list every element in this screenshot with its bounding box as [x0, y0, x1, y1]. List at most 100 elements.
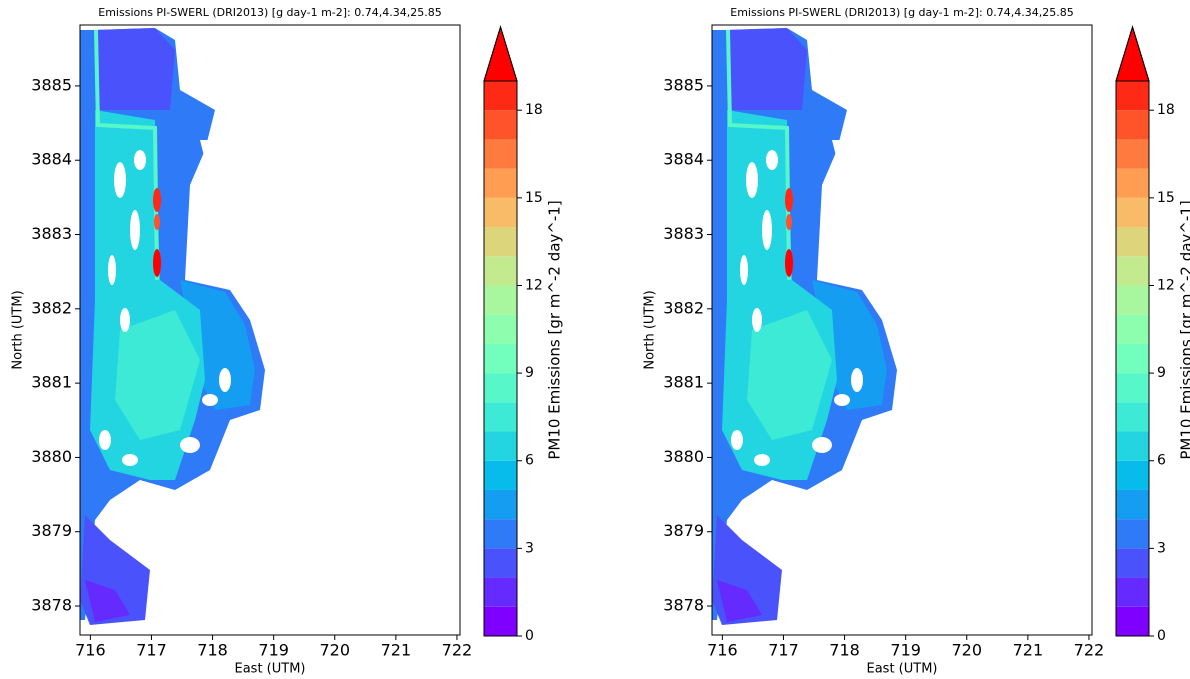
axes-frame [79, 24, 461, 636]
x-tick-label: 722 [442, 641, 473, 660]
colorbar-band [484, 548, 517, 578]
x-tick-label: 719 [890, 641, 921, 660]
colorbar-tick-label: 0 [1157, 628, 1166, 644]
emission-field [80, 26, 267, 627]
colorbar-band [1116, 139, 1149, 169]
x-tick-label: 722 [1074, 641, 1105, 660]
panel: Emissions PI-SWERL (DRI2013) [g day-1 m-… [643, 6, 1190, 677]
y-tick-label: 3880 [663, 447, 704, 466]
colorbar-band [1116, 110, 1149, 140]
x-tick-label: 718 [829, 641, 860, 660]
colorbar-band [484, 343, 517, 374]
colorbar-tick-label: 12 [1157, 277, 1175, 293]
y-tick-label: 3882 [31, 298, 72, 317]
colorbar-band [484, 577, 517, 607]
y-tick-label: 3884 [31, 150, 72, 169]
y-tick-label: 3878 [663, 596, 704, 615]
colorbar-tick-label: 9 [1157, 365, 1166, 381]
x-tick-label: 721 [381, 641, 412, 660]
colorbar-band [484, 227, 517, 257]
colorbar-band [1116, 227, 1149, 257]
colorbar-band [484, 285, 517, 315]
x-tick-label: 716 [75, 641, 106, 660]
colorbar-band [1116, 81, 1149, 111]
colorbar-band [484, 431, 517, 461]
colorbar-tick-label: 3 [1157, 540, 1166, 556]
colorbar-band [484, 460, 517, 490]
colorbar-band [484, 314, 517, 344]
colorbar-band [484, 168, 517, 198]
colorbar-band [1116, 460, 1149, 490]
y-tick-label: 3882 [663, 298, 704, 317]
x-tick-label: 717 [768, 641, 799, 660]
colorbar-band [484, 519, 517, 549]
x-tick-label: 720 [951, 641, 982, 660]
colorbar-band [484, 139, 517, 169]
y-tick-label: 3884 [663, 150, 704, 169]
colorbar-tick-label: 9 [525, 365, 534, 381]
x-tick-label: 718 [197, 641, 228, 660]
y-tick-label: 3879 [31, 521, 72, 540]
colorbar-label: PM10 Emissions [gr m^-2 day^-1] [546, 200, 564, 459]
colorbar-band [1116, 577, 1149, 607]
x-tick-label: 719 [258, 641, 289, 660]
y-tick-label: 3879 [663, 521, 704, 540]
y-tick-label: 3885 [31, 75, 72, 94]
x-tick-label: 721 [1013, 641, 1044, 660]
colorbar-tick-label: 15 [1157, 190, 1175, 206]
colorbar-band [484, 402, 517, 432]
colorbar-band [484, 81, 517, 111]
colorbar-band [484, 606, 517, 636]
colorbar-band [484, 489, 517, 520]
chart-title: Emissions PI-SWERL (DRI2013) [g day-1 m-… [98, 6, 441, 19]
x-tick-label: 717 [136, 641, 167, 660]
colorbar-band [1116, 168, 1149, 198]
emission-field [712, 26, 899, 627]
colorbar-tick-label: 6 [525, 453, 534, 469]
field [80, 26, 267, 627]
colorbar-band [1116, 285, 1149, 315]
colorbar-band [484, 197, 517, 228]
y-tick-label: 3881 [31, 373, 72, 392]
colorbar-tick-label: 0 [525, 628, 534, 644]
colorbar-band [1116, 431, 1149, 461]
colorbar-tick-label: 12 [525, 277, 543, 293]
colorbar-band [1116, 256, 1149, 286]
y-tick-label: 3881 [663, 373, 704, 392]
x-tick-label: 720 [319, 641, 350, 660]
colorbar-extend [483, 25, 518, 82]
panel: Emissions PI-SWERL (DRI2013) [g day-1 m-… [11, 6, 564, 677]
colorbar-tick-label: 3 [525, 540, 534, 556]
axes-frame [711, 24, 1093, 636]
chart-title: Emissions PI-SWERL (DRI2013) [g day-1 m-… [730, 6, 1073, 19]
colorbar-tick-label: 18 [1157, 102, 1175, 118]
y-axis-label: North (UTM) [643, 290, 658, 369]
y-tick-label: 3883 [31, 224, 72, 243]
y-tick-label: 3885 [663, 75, 704, 94]
colorbar-tick-label: 18 [525, 102, 543, 118]
y-tick-label: 3883 [663, 224, 704, 243]
colorbar-tick-label: 15 [525, 190, 543, 206]
y-tick-label: 3878 [31, 596, 72, 615]
colorbar-outline [483, 25, 518, 637]
colorbar-band [484, 373, 517, 403]
colorbar-band [484, 256, 517, 286]
colorbar-band [1116, 519, 1149, 549]
x-axis-label: East (UTM) [867, 662, 938, 677]
colorbar-band [1116, 314, 1149, 344]
field [712, 26, 899, 627]
y-tick-label: 3880 [31, 447, 72, 466]
colorbar-band [1116, 402, 1149, 432]
colorbar-band [1116, 343, 1149, 374]
colorbar-band [1116, 373, 1149, 403]
colorbar-band [1116, 489, 1149, 520]
colorbar-band [1116, 606, 1149, 636]
colorbar-band [1116, 197, 1149, 228]
x-tick-label: 716 [707, 641, 738, 660]
colorbar-label: PM10 Emissions [gr m^-2 day^-1] [1178, 200, 1190, 459]
colorbar-band [484, 110, 517, 140]
colorbar-band [1116, 548, 1149, 578]
y-axis-label: North (UTM) [11, 290, 26, 369]
x-axis-label: East (UTM) [235, 662, 306, 677]
